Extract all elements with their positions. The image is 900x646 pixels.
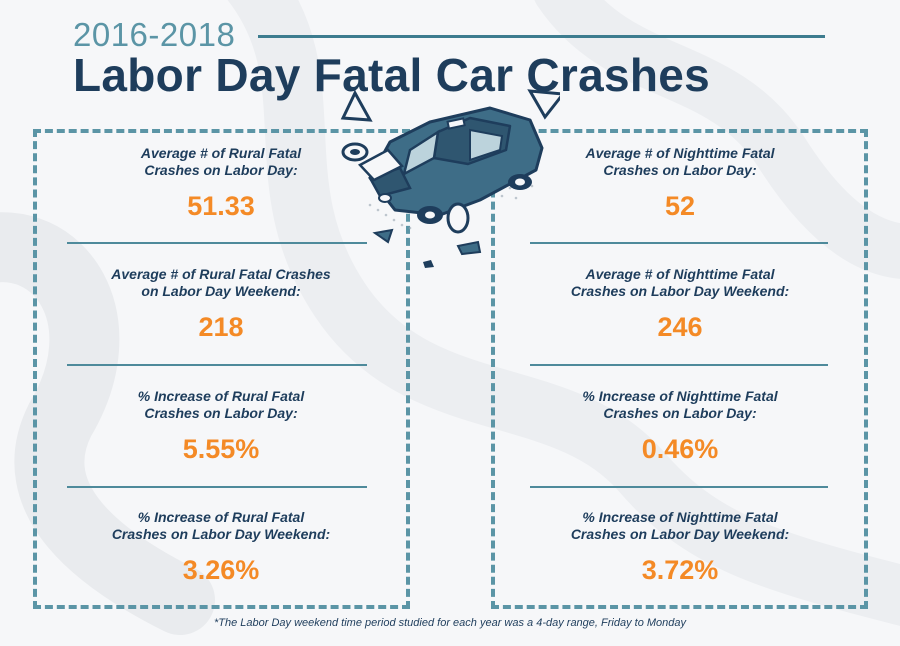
stat-label: % Increase of Nighttime Fatal Crashes on… — [582, 388, 778, 421]
stat-nighttime-increase-weekend: % Increase of Nighttime Fatal Crashes on… — [530, 509, 830, 584]
page-title: Labor Day Fatal Car Crashes — [73, 49, 711, 101]
divider — [67, 486, 367, 488]
stat-label: % Increase of Rural Fatal Crashes on Lab… — [137, 388, 305, 421]
stat-value: 218 — [198, 312, 244, 342]
stat-label: Average # of Rural Fatal Crashes on Labo… — [140, 145, 302, 178]
header-rule — [258, 35, 825, 38]
stat-nighttime-avg-weekend: Average # of Nighttime Fatal Crashes on … — [530, 266, 830, 341]
stat-nighttime-increase-day: % Increase of Nighttime Fatal Crashes on… — [530, 388, 830, 463]
divider — [67, 242, 367, 244]
stat-label: % Increase of Rural Fatal Crashes on Lab… — [111, 509, 331, 542]
crashed-car-icon — [340, 89, 560, 268]
stat-value: 51.33 — [187, 191, 255, 221]
divider — [530, 364, 828, 366]
stat-value: 3.26% — [182, 555, 260, 585]
divider — [530, 242, 828, 244]
nighttime-panel — [491, 129, 868, 609]
divider — [530, 486, 828, 488]
footnote: *The Labor Day weekend time period studi… — [213, 617, 687, 629]
stat-label: Average # of Nighttime Fatal Crashes on … — [585, 145, 775, 178]
rural-panel — [33, 129, 410, 609]
stat-value: 0.46% — [641, 434, 719, 464]
stat-value: 246 — [657, 312, 703, 342]
stat-rural-increase-weekend: % Increase of Rural Fatal Crashes on Lab… — [71, 509, 371, 584]
years-range: 2016-2018 — [73, 16, 236, 53]
stat-nighttime-avg-day: Average # of Nighttime Fatal Crashes on … — [530, 145, 830, 220]
stat-label: Average # of Nighttime Fatal Crashes on … — [570, 266, 790, 299]
stat-label: % Increase of Nighttime Fatal Crashes on… — [570, 509, 790, 542]
stat-rural-increase-day: % Increase of Rural Fatal Crashes on Lab… — [71, 388, 371, 463]
stat-rural-avg-day: Average # of Rural Fatal Crashes on Labo… — [71, 145, 371, 220]
stat-label: Average # of Rural Fatal Crashes on Labo… — [111, 266, 331, 299]
stat-value: 3.72% — [641, 555, 719, 585]
stat-value: 5.55% — [182, 434, 260, 464]
stat-rural-avg-weekend: Average # of Rural Fatal Crashes on Labo… — [71, 266, 371, 341]
divider — [67, 364, 367, 366]
stat-value: 52 — [664, 191, 696, 221]
